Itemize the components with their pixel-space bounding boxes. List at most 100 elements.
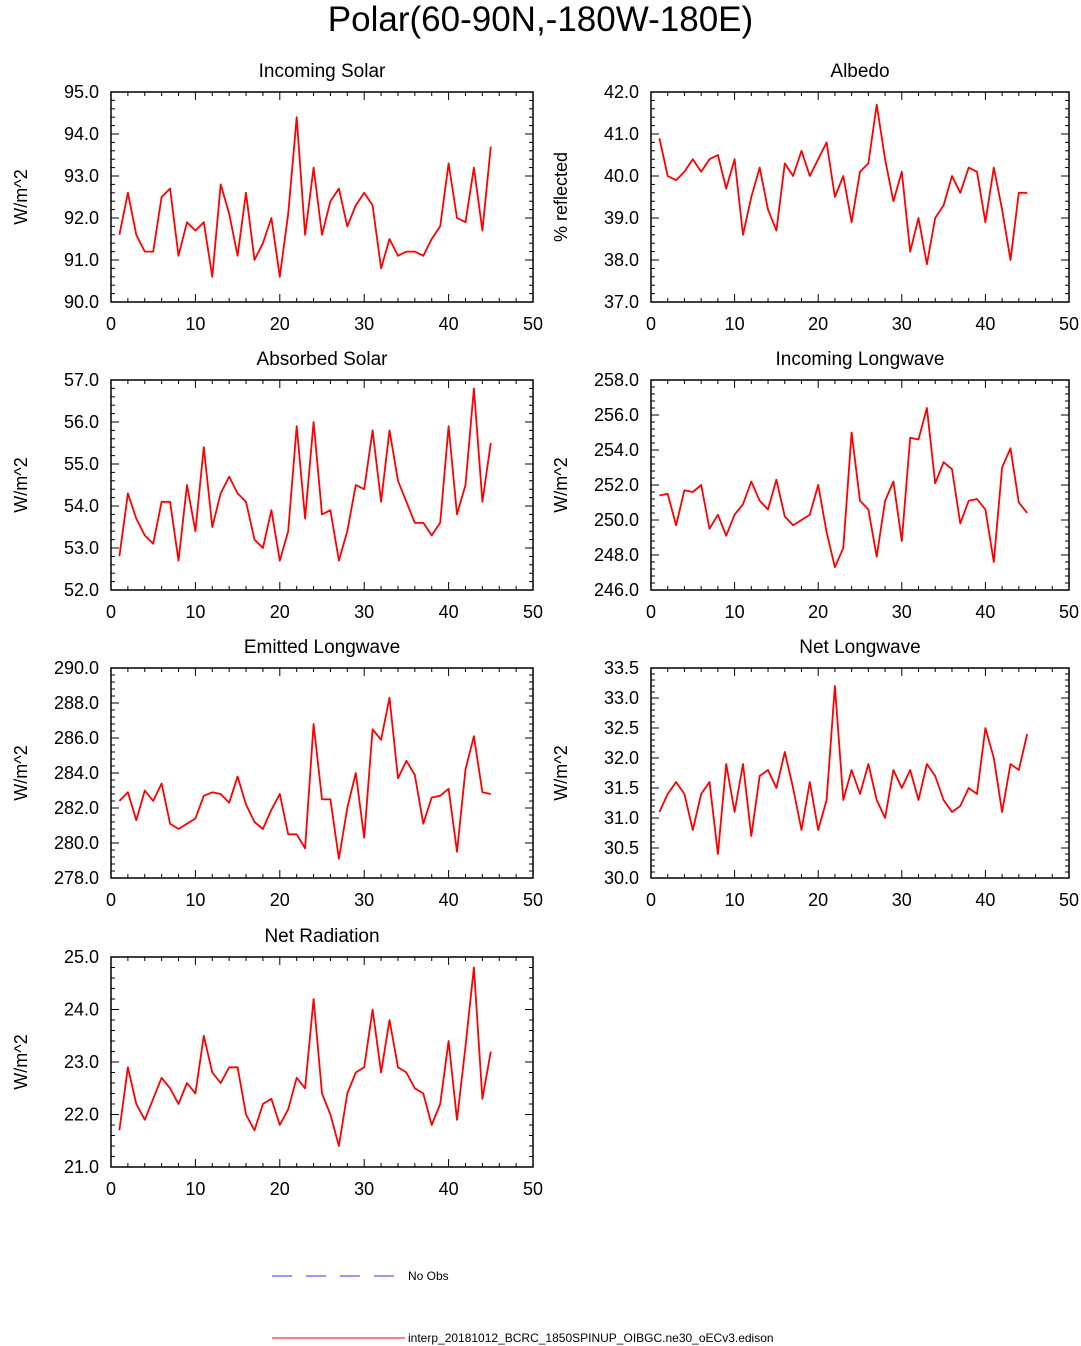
y-tick-label: 33.0	[604, 688, 639, 708]
y-tick-label: 40.0	[604, 166, 639, 186]
y-tick-label: 21.0	[64, 1157, 99, 1177]
x-tick-label: 0	[646, 314, 656, 334]
y-tick-label: 42.0	[604, 82, 639, 102]
x-tick-label: 30	[892, 314, 912, 334]
series-line	[658, 685, 1029, 855]
x-tick-label: 40	[975, 314, 995, 334]
y-tick-label: 32.5	[604, 718, 639, 738]
plot-frame	[110, 956, 534, 1168]
y-tick-label: 290.0	[54, 658, 99, 678]
series-line	[659, 407, 1028, 569]
y-tick-label: 288.0	[54, 693, 99, 713]
x-tick-label: 0	[106, 602, 116, 622]
y-axis-label: W/m^2	[11, 1034, 31, 1089]
y-tick-label: 54.0	[64, 496, 99, 516]
y-tick-label: 252.0	[594, 475, 639, 495]
x-tick-label: 0	[646, 890, 656, 910]
y-tick-label: 55.0	[64, 454, 99, 474]
chart-title: Incoming Longwave	[776, 349, 945, 370]
x-tick-label: 20	[270, 890, 290, 910]
x-tick-label: 10	[725, 314, 745, 334]
y-tick-label: 41.0	[604, 124, 639, 144]
x-tick-label: 50	[1059, 890, 1079, 910]
y-tick-label: 254.0	[594, 440, 639, 460]
y-tick-label: 95.0	[64, 82, 99, 102]
x-tick-label: 30	[354, 1179, 374, 1199]
y-tick-label: 284.0	[54, 763, 99, 783]
y-tick-label: 94.0	[64, 124, 99, 144]
y-tick-label: 33.5	[604, 658, 639, 678]
y-axis-label: W/m^2	[11, 745, 31, 800]
x-tick-label: 0	[106, 890, 116, 910]
chart-panel: Incoming Solar W/m^2 0 10 20 30 40 50 90.0 91.0 92…	[11, 61, 543, 334]
series-line	[118, 966, 492, 1147]
x-tick-label: 50	[523, 314, 543, 334]
x-tick-label: 30	[354, 890, 374, 910]
chart-title: Albedo	[830, 61, 889, 82]
x-tick-label: 0	[646, 602, 656, 622]
y-tick-label: 250.0	[594, 510, 639, 530]
chart-panel: Incoming Longwave W/m^2 0 10 20 30 40 50 246.0 24…	[551, 349, 1079, 622]
chart-panel: Emitted Longwave W/m^2 0 10 20 30 40 50 278.0 280…	[11, 637, 543, 910]
y-tick-label: 246.0	[594, 580, 639, 600]
chart-title: Emitted Longwave	[244, 637, 400, 658]
y-tick-label: 24.0	[64, 1000, 99, 1020]
plot-frame	[110, 667, 534, 879]
x-tick-label: 50	[1059, 602, 1079, 622]
y-tick-label: 57.0	[64, 370, 99, 390]
x-tick-label: 50	[1059, 314, 1079, 334]
series-line	[118, 387, 492, 562]
x-tick-label: 10	[185, 602, 205, 622]
chart-title: Net Radiation	[264, 926, 379, 947]
y-tick-label: 38.0	[604, 250, 639, 270]
x-tick-label: 20	[270, 602, 290, 622]
x-tick-label: 10	[185, 890, 205, 910]
y-axis-label: W/m^2	[11, 457, 31, 512]
x-tick-label: 50	[523, 602, 543, 622]
y-axis-label: W/m^2	[11, 169, 31, 224]
x-tick-label: 20	[270, 1179, 290, 1199]
x-tick-label: 40	[439, 602, 459, 622]
y-tick-label: 23.0	[64, 1052, 99, 1072]
x-tick-label: 30	[892, 602, 912, 622]
x-tick-label: 30	[354, 314, 374, 334]
plot-frame	[650, 91, 1070, 303]
y-tick-label: 37.0	[604, 292, 639, 312]
page-title: Polar(60-90N,-180W-180E)	[327, 0, 754, 39]
x-tick-label: 10	[725, 890, 745, 910]
x-tick-label: 20	[808, 890, 828, 910]
series-line	[118, 696, 491, 860]
x-tick-label: 10	[725, 602, 745, 622]
legend-model-label: interp_20181012_BCRC_1850SPINUP_OIBGC.ne…	[408, 1331, 774, 1345]
chart-panel: Net Longwave W/m^2 0 10 20 30 40 50 30.0 30.5 31.0…	[551, 637, 1079, 910]
chart-panel: Net Radiation W/m^2 0 10 20 30 40 50 21.0 22.0 23.…	[11, 926, 543, 1199]
legend: No Obs interp_20181012_BCRC_1850SPINUP_O…	[272, 1269, 774, 1345]
x-tick-label: 40	[975, 890, 995, 910]
x-tick-label: 20	[808, 602, 828, 622]
x-tick-label: 40	[439, 314, 459, 334]
series-line	[658, 103, 1028, 266]
y-tick-label: 278.0	[54, 868, 99, 888]
y-tick-label: 93.0	[64, 166, 99, 186]
y-tick-label: 91.0	[64, 250, 99, 270]
chart-panel: Albedo % reflected 0 10 20 30 40 50 37.0 38.0 39.0…	[551, 61, 1079, 334]
y-tick-label: 286.0	[54, 728, 99, 748]
y-tick-label: 22.0	[64, 1105, 99, 1125]
y-tick-label: 31.5	[604, 778, 639, 798]
y-tick-label: 25.0	[64, 947, 99, 967]
y-axis-label: W/m^2	[551, 745, 571, 800]
x-tick-label: 40	[975, 602, 995, 622]
plot-frame	[650, 667, 1070, 879]
chart-title: Incoming Solar	[259, 61, 386, 82]
y-tick-label: 256.0	[594, 405, 639, 425]
x-tick-label: 40	[439, 890, 459, 910]
x-tick-label: 20	[808, 314, 828, 334]
x-tick-label: 10	[185, 1179, 205, 1199]
y-tick-label: 32.0	[604, 748, 639, 768]
y-tick-label: 248.0	[594, 545, 639, 565]
plot-frame	[110, 379, 534, 591]
y-tick-label: 30.0	[604, 868, 639, 888]
y-tick-label: 282.0	[54, 798, 99, 818]
y-tick-label: 92.0	[64, 208, 99, 228]
